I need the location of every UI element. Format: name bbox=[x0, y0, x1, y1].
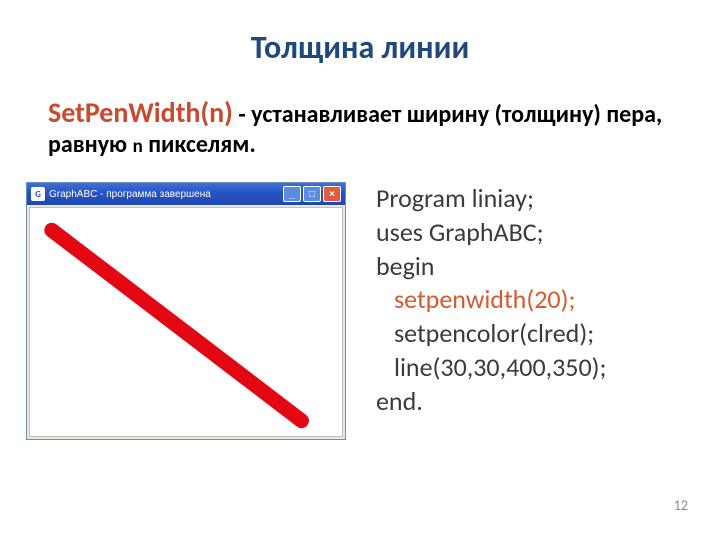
command-description: SetPenWidth(n) - устанавливает ширину (т… bbox=[0, 67, 720, 160]
desc-var: n bbox=[133, 135, 143, 158]
titlebar-app-name: GraphABC bbox=[49, 189, 97, 200]
window-controls: _ □ × bbox=[283, 186, 341, 202]
canvas-area bbox=[29, 207, 343, 437]
code-line-7: end. bbox=[376, 385, 607, 419]
code-line-4: setpenwidth(20); bbox=[376, 283, 607, 317]
code-block: Program liniay; uses GraphABC; begin set… bbox=[376, 182, 607, 440]
titlebar-status: - программа завершена bbox=[97, 189, 210, 200]
red-line bbox=[52, 230, 302, 421]
desc-text-2: пикселям. bbox=[143, 130, 256, 159]
app-window: G GraphABC - программа завершена _ □ × bbox=[26, 182, 346, 440]
command-name: SetPenWidth(n) bbox=[48, 95, 233, 130]
minimize-button[interactable]: _ bbox=[283, 186, 301, 202]
app-icon: G bbox=[31, 187, 45, 201]
code-line-5: setpencolor(clred); bbox=[376, 317, 607, 351]
code-line-1: Program liniay; bbox=[376, 182, 607, 216]
code-highlight: setpenwidth(20); bbox=[394, 283, 575, 315]
slide-title: Толщина линии bbox=[0, 0, 720, 67]
code-line-3: begin bbox=[376, 250, 607, 284]
titlebar: G GraphABC - программа завершена _ □ × bbox=[27, 183, 345, 205]
content-row: G GraphABC - программа завершена _ □ × P… bbox=[0, 160, 720, 440]
code-line-6: line(30,30,400,350); bbox=[376, 351, 607, 385]
close-button[interactable]: × bbox=[323, 186, 341, 202]
titlebar-text: GraphABC - программа завершена bbox=[49, 189, 279, 200]
page-number: 12 bbox=[674, 497, 688, 514]
drawing-svg bbox=[30, 208, 342, 436]
maximize-button[interactable]: □ bbox=[303, 186, 321, 202]
code-line-2: uses GraphABC; bbox=[376, 216, 607, 250]
